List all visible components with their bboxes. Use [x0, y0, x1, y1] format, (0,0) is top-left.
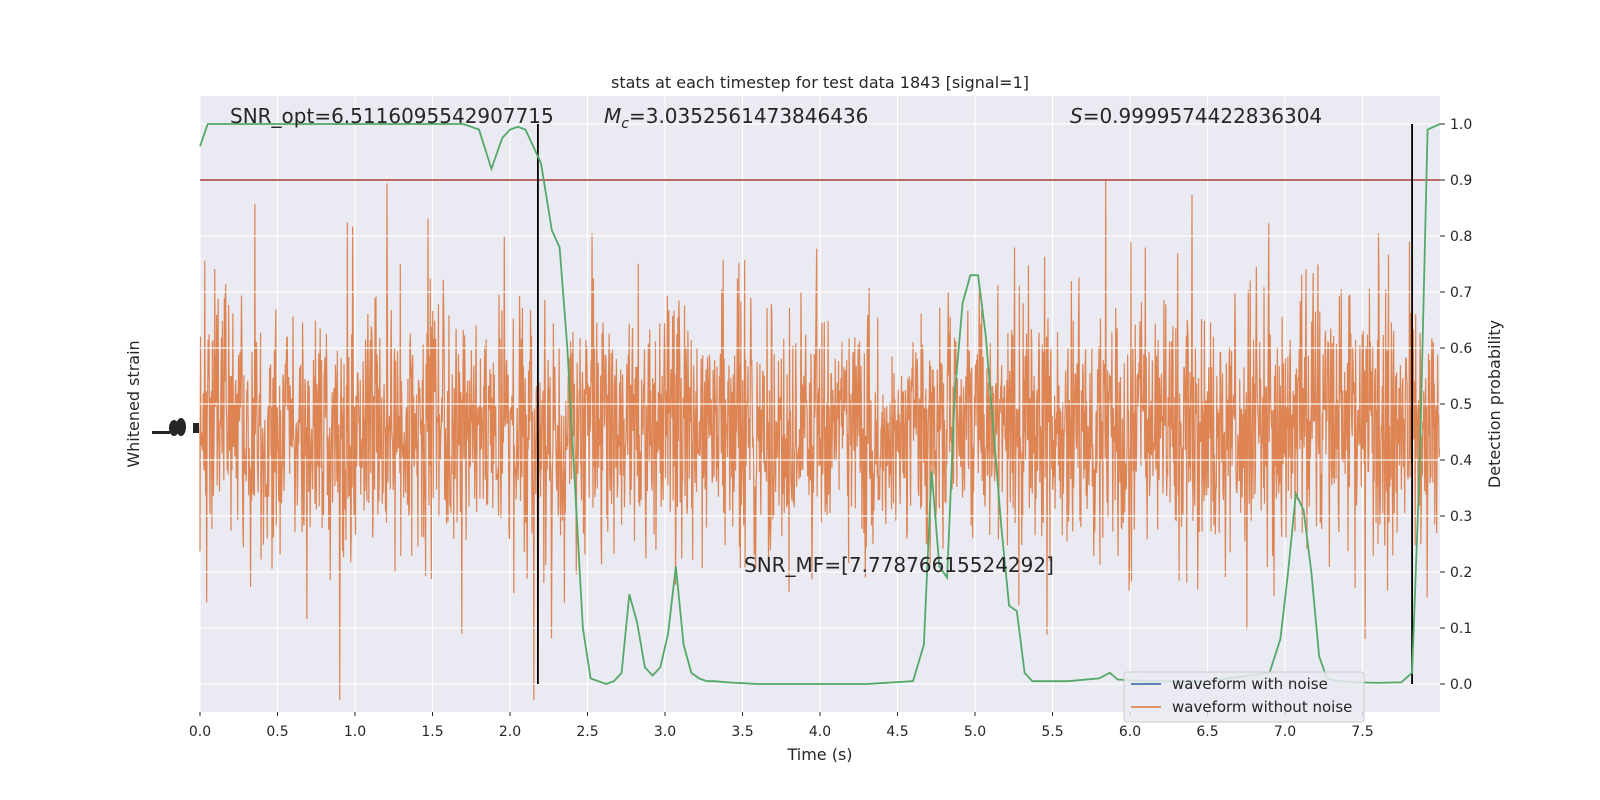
chart-title: stats at each timestep for test data 184…: [611, 73, 1029, 92]
x-tick-label-11: 5.5: [1041, 724, 1063, 740]
y-tick-label-2: 0.2: [1450, 565, 1472, 581]
x-tick-label-12: 6.0: [1119, 724, 1141, 740]
y-tick-label-8: 0.8: [1450, 229, 1472, 245]
left-tick-mark: [193, 423, 199, 433]
y-tick-label-3: 0.3: [1450, 509, 1472, 525]
annotation-score-symbol: S: [1070, 104, 1083, 128]
y-tick-label-7: 0.7: [1450, 285, 1472, 301]
x-tick-label-14: 7.0: [1274, 724, 1296, 740]
x-tick-label-6: 3.0: [654, 724, 676, 740]
annotation-score-value: =0.9999574422836304: [1083, 104, 1322, 128]
annotation-snr-opt: SNR_opt=6.5116095542907715: [230, 104, 554, 128]
left-tick-blob-0: [176, 418, 186, 436]
x-tick-label-4: 2.0: [499, 724, 521, 740]
y-tick-label-5: 0.5: [1450, 397, 1472, 413]
x-tick-label-1: 0.5: [266, 724, 288, 740]
x-axis-ticks: 0.0 0.5 1.0 1.5 2.0 2.5 3.0 3.5 4.0 4.5 5.0 5.5 6.0 6…: [189, 712, 1374, 740]
annotation-chirp-mass-subscript: c: [621, 116, 629, 132]
detection-probability-line: [199, 123, 1441, 685]
x-tick-label-8: 4.0: [809, 724, 831, 740]
y-tick-label-0: 0.0: [1450, 677, 1472, 693]
legend-frame: [1123, 671, 1365, 723]
left-tick-dash: [152, 431, 170, 434]
annotation-snr-mf: SNR_MF=[7.77876615524292]: [744, 553, 1054, 577]
left-axis-tick-cluster: [152, 418, 199, 436]
y-tick-label-6: 0.6: [1450, 341, 1472, 357]
annotation-chirp-mass-symbol: M: [604, 104, 621, 128]
y-tick-label-1: 0.1: [1450, 621, 1472, 637]
x-tick-label-0: 0.0: [189, 724, 211, 740]
annotation-chirp-mass-value: =3.0352561473846436: [629, 104, 868, 128]
legend: waveform with noise waveform without noi…: [1123, 671, 1365, 723]
y-axis-right-ticks: 0.0 0.1 0.2 0.3 0.4 0.5 0.6 0.7 0.8 0.9 1.0: [1440, 117, 1472, 693]
x-tick-label-5: 2.5: [576, 724, 598, 740]
x-tick-label-10: 5.0: [964, 724, 986, 740]
whitened-strain-trace: [199, 179, 1441, 701]
y-axis-right-label: Detection probability: [1485, 320, 1504, 488]
detection-probability-layer: [199, 123, 1441, 685]
x-tick-label-13: 6.5: [1196, 724, 1218, 740]
y-tick-label-10: 1.0: [1450, 117, 1472, 133]
legend-label-without-noise: waveform without noise: [1172, 698, 1352, 716]
whitened-strain-noise: [199, 179, 1441, 701]
legend-label-with-noise: waveform with noise: [1172, 675, 1328, 693]
x-tick-label-9: 4.5: [886, 724, 908, 740]
vertical-lines: [537, 124, 1413, 684]
x-tick-label-2: 1.0: [344, 724, 366, 740]
annotation-score: S=0.9999574422836304: [1070, 104, 1322, 128]
left-tick-blob-1: [169, 420, 179, 436]
y-tick-label-4: 0.4: [1450, 453, 1472, 469]
x-tick-label-15: 7.5: [1351, 724, 1373, 740]
x-tick-label-3: 1.5: [421, 724, 443, 740]
x-tick-label-7: 3.5: [731, 724, 753, 740]
y-axis-left-label: Whitened strain: [124, 340, 143, 467]
y-tick-label-9: 0.9: [1450, 173, 1472, 189]
x-axis-label: Time (s): [786, 745, 852, 764]
annotation-chirp-mass: Mc=3.0352561473846436: [604, 104, 868, 132]
